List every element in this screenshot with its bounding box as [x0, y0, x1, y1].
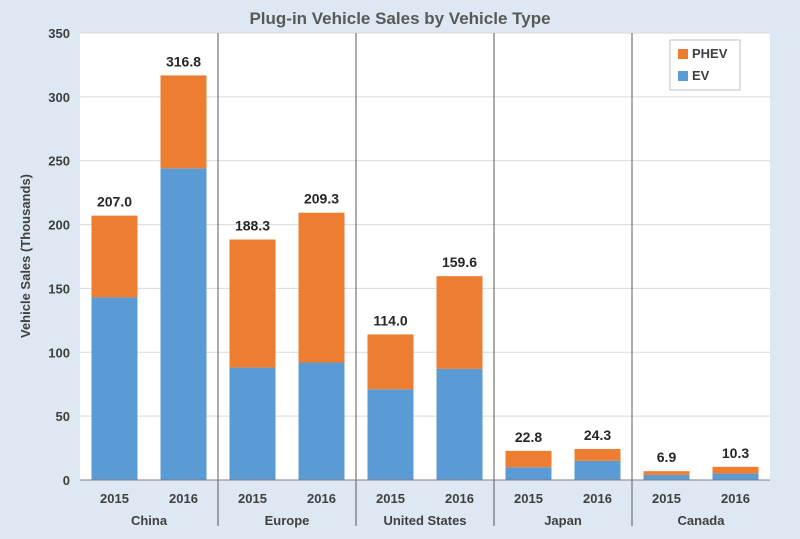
- y-tick-label: 200: [48, 218, 70, 233]
- bar-phev: [505, 450, 552, 468]
- legend-swatch-ev: [678, 71, 688, 81]
- x-tick-label: 2015: [238, 491, 267, 506]
- bar-phev: [436, 276, 483, 369]
- x-tick-label: 2015: [514, 491, 543, 506]
- x-group-label: United States: [383, 513, 466, 528]
- bar-phev: [574, 448, 621, 461]
- legend-label-ev: EV: [692, 68, 710, 83]
- data-label-total: 6.9: [657, 449, 677, 465]
- data-label-total: 188.3: [235, 218, 270, 234]
- bar-ev: [643, 474, 690, 480]
- y-axis-label: Vehicle Sales (Thousands): [18, 174, 33, 338]
- x-tick-label: 2015: [376, 491, 405, 506]
- x-tick-label: 2016: [169, 491, 198, 506]
- bar-ev: [367, 389, 414, 480]
- data-label-total: 316.8: [166, 53, 201, 69]
- y-tick-label: 0: [63, 473, 70, 488]
- bar-phev: [643, 471, 690, 475]
- bar-layer: [91, 75, 759, 480]
- bar-ev: [298, 362, 345, 480]
- x-group-label: Canada: [678, 513, 726, 528]
- bar-ev: [160, 168, 207, 480]
- bar-ev: [436, 368, 483, 480]
- x-tick-label: 2015: [100, 491, 129, 506]
- legend-swatch-phev: [678, 49, 688, 59]
- x-group-label: China: [131, 513, 168, 528]
- x-tick-label: 2016: [583, 491, 612, 506]
- data-label-total: 207.0: [97, 194, 132, 210]
- legend: PHEV EV: [669, 39, 741, 91]
- group-dividers: [217, 33, 633, 526]
- bar-ev: [91, 297, 138, 480]
- x-tick-label: 2015: [652, 491, 681, 506]
- bar-phev: [91, 215, 138, 298]
- x-tick-label: 2016: [721, 491, 750, 506]
- bar-ev: [229, 367, 276, 480]
- bar-phev: [160, 75, 207, 169]
- label-layer: 207.0 316.8 188.3 209.3 114.0 159.6 22.8 24.3 6.…: [97, 53, 749, 465]
- data-label-total: 22.8: [515, 429, 542, 445]
- x-group-label: Japan: [544, 513, 582, 528]
- data-label-total: 209.3: [304, 191, 339, 207]
- y-tick-label: 100: [48, 345, 70, 360]
- chart-title: Plug-in Vehicle Sales by Vehicle Type: [249, 9, 550, 28]
- y-tick-label: 150: [48, 281, 70, 296]
- x-group-label: Europe: [265, 513, 310, 528]
- x-tick-label: 2016: [307, 491, 336, 506]
- bar-phev: [712, 466, 759, 474]
- data-label-total: 24.3: [584, 427, 611, 443]
- bar-phev: [229, 239, 276, 368]
- legend-label-phev: PHEV: [692, 46, 728, 61]
- legend-box: [669, 39, 741, 91]
- bar-phev: [367, 334, 414, 390]
- data-label-total: 10.3: [722, 445, 749, 461]
- bar-ev: [712, 473, 759, 480]
- y-tick-label: 250: [48, 154, 70, 169]
- bar-ev: [574, 460, 621, 480]
- bar-phev: [298, 212, 345, 363]
- y-tick-label: 50: [56, 409, 70, 424]
- data-label-total: 114.0: [373, 312, 407, 328]
- axis-layer: 0 50 100 150 200 250 300 350 2015 2016 2015 2016 201…: [48, 26, 770, 528]
- y-tick-label: 350: [48, 26, 70, 41]
- y-tick-label: 300: [48, 90, 70, 105]
- bar-ev: [505, 467, 552, 480]
- x-tick-label: 2016: [445, 491, 474, 506]
- data-label-total: 159.6: [442, 254, 477, 270]
